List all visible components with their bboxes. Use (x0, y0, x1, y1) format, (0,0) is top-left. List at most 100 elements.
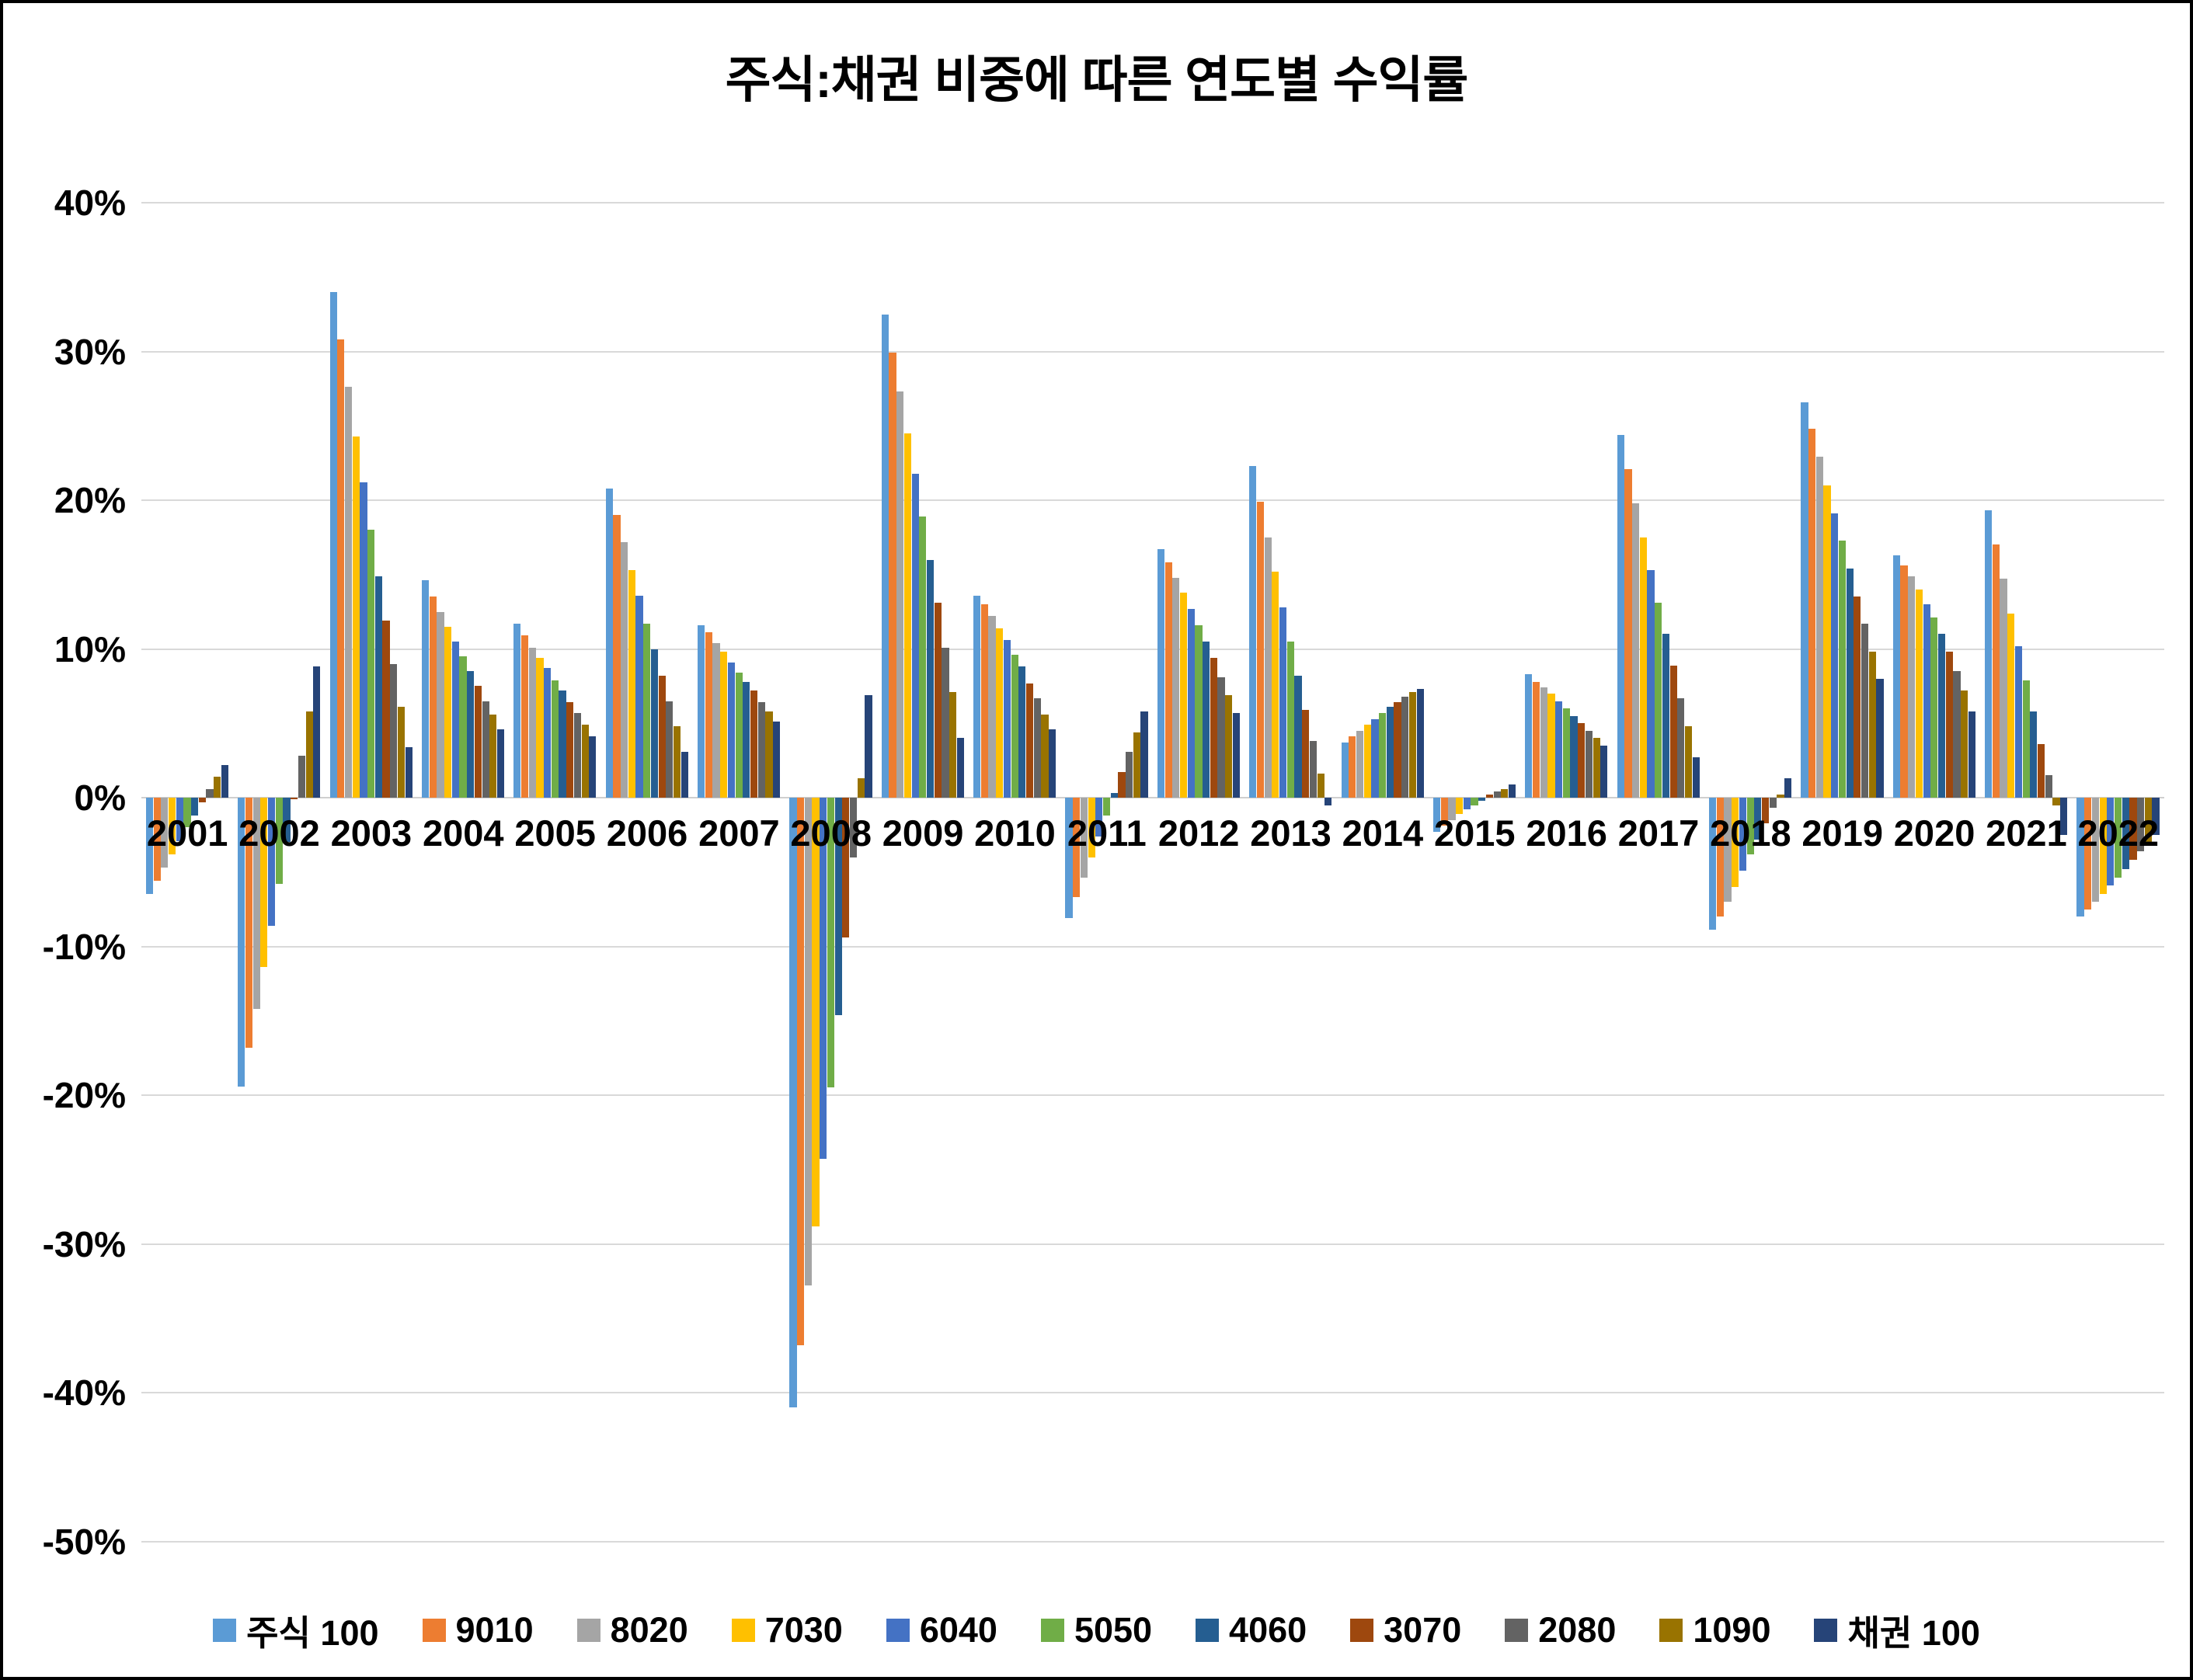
bar-2009-4060 (926, 559, 935, 798)
bar-2008-1090 (857, 778, 865, 798)
bar-2004-5050 (459, 656, 467, 798)
bar-2015-9010 (1440, 798, 1448, 826)
bar-2008-9010 (797, 798, 805, 1345)
bar-2012-주식100 (1157, 549, 1164, 798)
y-gridline (141, 1540, 2164, 1543)
legend-item-3070: 3070 (1350, 1610, 1461, 1650)
bar-2017-5050 (1655, 603, 1662, 798)
bar-2014-9010 (1349, 736, 1356, 798)
bar-2001-4060 (191, 798, 199, 816)
bar-2001-5050 (183, 798, 191, 828)
bar-2002-4060 (283, 798, 291, 843)
bar-2009-8020 (896, 391, 904, 798)
y-gridline (141, 350, 2164, 353)
bar-2020-9010 (1900, 565, 1908, 798)
legend-item-채권100: 채권 100 (1814, 1605, 1980, 1655)
bar-2009-3070 (934, 603, 942, 798)
bar-2006-4060 (650, 649, 659, 798)
y-tick-label: 30% (54, 331, 126, 372)
x-axis-label-2016: 2016 (1526, 812, 1607, 854)
x-axis-label-2017: 2017 (1617, 812, 1700, 854)
bar-2018-채권100 (1784, 778, 1792, 798)
bar-2010-주식100 (973, 595, 981, 798)
bar-2016-1090 (1593, 738, 1600, 798)
legend-item-8020: 8020 (576, 1610, 688, 1650)
bar-2019-5050 (1838, 540, 1847, 798)
bar-2013-4060 (1294, 675, 1302, 798)
x-axis-label-2013: 2013 (1250, 812, 1331, 854)
bar-2015-4060 (1478, 798, 1486, 801)
bar-2017-9010 (1624, 468, 1632, 798)
legend-label: 4060 (1229, 1609, 1307, 1650)
x-axis-label-2002: 2002 (238, 812, 320, 854)
bar-2013-2080 (1309, 741, 1317, 798)
bar-2021-4060 (2030, 711, 2038, 798)
bar-2003-2080 (390, 663, 398, 798)
y-tick-label: -20% (42, 1075, 126, 1115)
bar-2020-주식100 (1892, 555, 1900, 798)
bar-2017-4060 (1662, 634, 1670, 798)
x-axis-label-2010: 2010 (974, 812, 1056, 854)
x-axis-label-2021: 2021 (1986, 812, 2067, 854)
bar-2010-6040 (1003, 640, 1011, 798)
bar-2008-8020 (804, 798, 812, 1286)
legend-swatch-icon (213, 1618, 237, 1642)
bar-2011-6040 (1095, 798, 1103, 837)
bar-2022-1090 (2144, 798, 2152, 843)
bar-2018-7030 (1732, 798, 1739, 887)
bar-2008-6040 (820, 798, 827, 1160)
bar-2017-8020 (1632, 503, 1640, 798)
bar-2022-6040 (2107, 798, 2115, 885)
bar-2002-2080 (298, 756, 305, 798)
bar-2021-5050 (2022, 680, 2030, 798)
bar-2009-2080 (942, 647, 949, 798)
bar-2019-8020 (1815, 457, 1823, 798)
bar-2012-3070 (1210, 657, 1217, 798)
bar-2007-1090 (765, 711, 773, 798)
bar-2019-1090 (1868, 652, 1876, 798)
legend-label: 6040 (919, 1609, 997, 1650)
bar-2017-주식100 (1617, 434, 1624, 798)
bar-2016-9010 (1532, 681, 1540, 798)
bar-2008-주식100 (789, 798, 797, 1408)
bar-2004-1090 (489, 714, 497, 798)
legend: 주식 100 9010 8020 7030 6040 5050 4060 3070 2080 10… (3, 1605, 2190, 1655)
bar-2003-7030 (352, 436, 360, 798)
bar-2019-7030 (1823, 485, 1831, 798)
legend-swatch-icon (422, 1618, 446, 1642)
y-tick-label: 40% (54, 183, 126, 223)
x-axis-label-2011: 2011 (1067, 812, 1147, 854)
bar-2022-채권100 (2152, 798, 2160, 835)
bar-2007-2080 (757, 702, 765, 798)
y-tick-label: 20% (54, 480, 126, 520)
x-axis-label-2022: 2022 (2077, 812, 2160, 854)
bar-2004-주식100 (421, 580, 430, 798)
bar-2021-3070 (2038, 744, 2045, 798)
x-axis-label-2003: 2003 (330, 812, 412, 854)
bar-2018-4060 (1754, 798, 1762, 840)
bar-2013-7030 (1272, 571, 1279, 798)
bar-2007-채권100 (773, 722, 781, 798)
bar-2010-2080 (1033, 697, 1041, 798)
bar-2020-6040 (1923, 604, 1930, 798)
bar-2011-5050 (1102, 798, 1111, 816)
bar-2002-9010 (245, 798, 253, 1048)
legend-swatch-icon (1814, 1618, 1838, 1642)
bar-2009-9010 (889, 353, 896, 798)
bar-2012-9010 (1164, 562, 1172, 798)
bar-2012-7030 (1179, 592, 1188, 798)
bar-2010-7030 (996, 628, 1004, 798)
bar-2022-5050 (2114, 798, 2122, 878)
bar-2016-4060 (1570, 715, 1578, 798)
bar-2010-채권100 (1049, 729, 1056, 798)
bar-2021-6040 (2014, 645, 2023, 798)
bar-2021-9010 (1992, 544, 2000, 798)
bar-2009-7030 (903, 433, 912, 798)
bar-2014-6040 (1371, 718, 1379, 798)
y-tick-label: 0% (74, 777, 126, 818)
bar-2014-채권100 (1416, 689, 1424, 798)
bar-2011-채권100 (1140, 711, 1148, 798)
bar-2012-8020 (1172, 577, 1180, 798)
bar-2022-3070 (2129, 798, 2137, 861)
legend-item-9010: 9010 (422, 1610, 534, 1650)
